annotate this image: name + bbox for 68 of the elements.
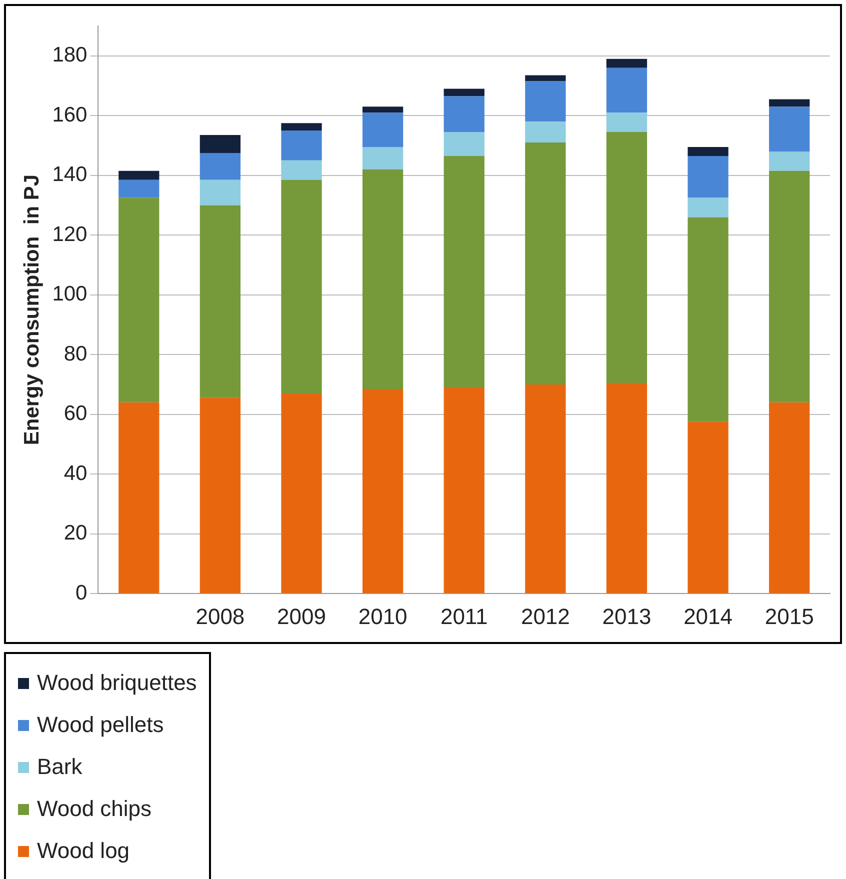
bar [362, 106, 404, 113]
x-tick-label: 2008 [196, 604, 245, 629]
legend-label: Wood pellets [37, 712, 164, 738]
y-tick-label: 80 [64, 342, 88, 366]
bar [118, 170, 160, 180]
bar [200, 205, 241, 398]
legend-label: Wood chips [37, 796, 152, 822]
x-tick-label: 2012 [520, 604, 570, 629]
bar [200, 398, 241, 594]
bar [281, 123, 322, 131]
bar [688, 146, 728, 156]
bar [525, 75, 566, 82]
bar [281, 130, 322, 160]
bar [606, 382, 648, 594]
bar [444, 156, 484, 388]
bar [444, 387, 484, 594]
y-tick-label: 60 [64, 402, 88, 426]
bar [118, 198, 160, 402]
bar [200, 180, 241, 206]
bar [118, 402, 160, 594]
bar [362, 146, 404, 170]
bar [362, 388, 404, 594]
y-tick-label: 180 [52, 44, 88, 67]
y-tick-label: 100 [52, 282, 88, 306]
bar [606, 132, 648, 383]
legend-label: Wood briquettes [37, 670, 197, 696]
bar [281, 160, 322, 180]
x-tick-label: 2011 [440, 604, 488, 629]
bar [525, 142, 566, 384]
bar [118, 180, 160, 198]
bar [525, 81, 566, 122]
y-tick-label: 40 [64, 462, 88, 485]
bar [769, 402, 810, 594]
bar [444, 88, 484, 96]
x-tick-label: 2014 [684, 604, 733, 629]
bar [525, 122, 566, 143]
bar [688, 198, 728, 218]
bar [281, 393, 322, 594]
bar [444, 96, 484, 132]
x-tick-label: 2009 [277, 604, 326, 629]
y-axis-title: Energy consumption in PJ [20, 174, 44, 446]
bar [606, 58, 648, 68]
bar [362, 112, 404, 147]
bar [688, 156, 728, 198]
bar [688, 217, 728, 422]
bar [769, 99, 810, 107]
x-tick-label: 2015 [764, 604, 814, 629]
bar [769, 106, 810, 152]
bar [200, 152, 241, 180]
legend-label: Wood log [37, 838, 130, 864]
y-tick-label: 0 [76, 581, 88, 604]
bar [362, 169, 404, 389]
y-tick-label: 160 [52, 103, 88, 126]
y-tick-label: 140 [52, 163, 88, 186]
bar [281, 180, 322, 394]
bar [606, 112, 648, 132]
x-tick-label: 2013 [602, 604, 652, 629]
x-tick-label: 2010 [358, 604, 408, 629]
bar [200, 135, 241, 153]
bar [769, 151, 810, 171]
y-tick-label: 120 [52, 222, 88, 246]
bar [769, 170, 810, 402]
bar [525, 384, 566, 594]
bar [688, 422, 728, 594]
bar [444, 132, 484, 156]
legend-label: Bark [37, 754, 82, 780]
y-tick-label: 20 [64, 522, 88, 545]
bar [606, 68, 648, 113]
